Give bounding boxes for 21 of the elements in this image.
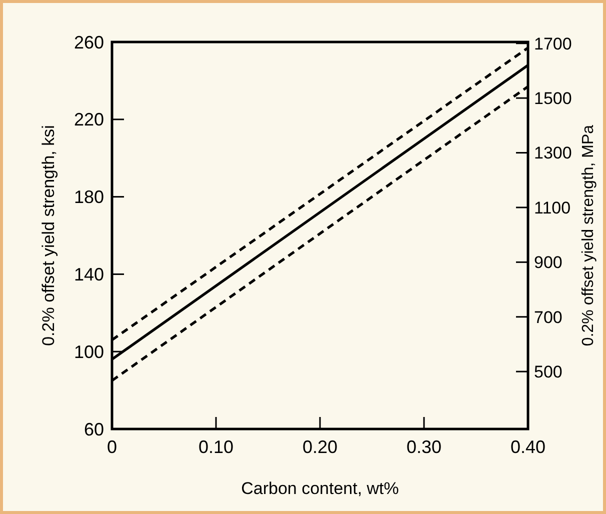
x-tick-label: 0.10 <box>198 437 234 457</box>
y-tick-label: 140 <box>74 264 104 284</box>
y2-tick-label: 500 <box>534 362 562 382</box>
x-tick-label: 0.30 <box>406 437 442 457</box>
y2-tick-label: 1500 <box>534 89 572 108</box>
y2-tick-label: 1300 <box>534 144 572 163</box>
y-tick-label: 100 <box>74 342 104 362</box>
y-tick-label: 180 <box>74 187 104 208</box>
y2-tick-label: 1100 <box>534 198 571 218</box>
y-axis-title: 0.2% offset yield strength, ksi <box>39 125 58 346</box>
x-tick-label: 0.40 <box>510 437 546 457</box>
y-tick-label: 260 <box>74 32 104 52</box>
y2-axis-title: 0.2% offset yield strength, MPa <box>580 124 597 346</box>
y-tick-label: 60 <box>84 419 104 440</box>
x-axis-title: Carbon content, wt% <box>241 479 399 498</box>
y2-tick-label: 700 <box>534 308 562 327</box>
y2-tick-label: 900 <box>534 253 562 272</box>
y-tick-label: 220 <box>74 110 104 130</box>
y2-tick-label: 1700 <box>534 34 572 54</box>
x-tick-label: 0.20 <box>302 437 338 457</box>
x-tick-label: 0 <box>106 437 118 457</box>
